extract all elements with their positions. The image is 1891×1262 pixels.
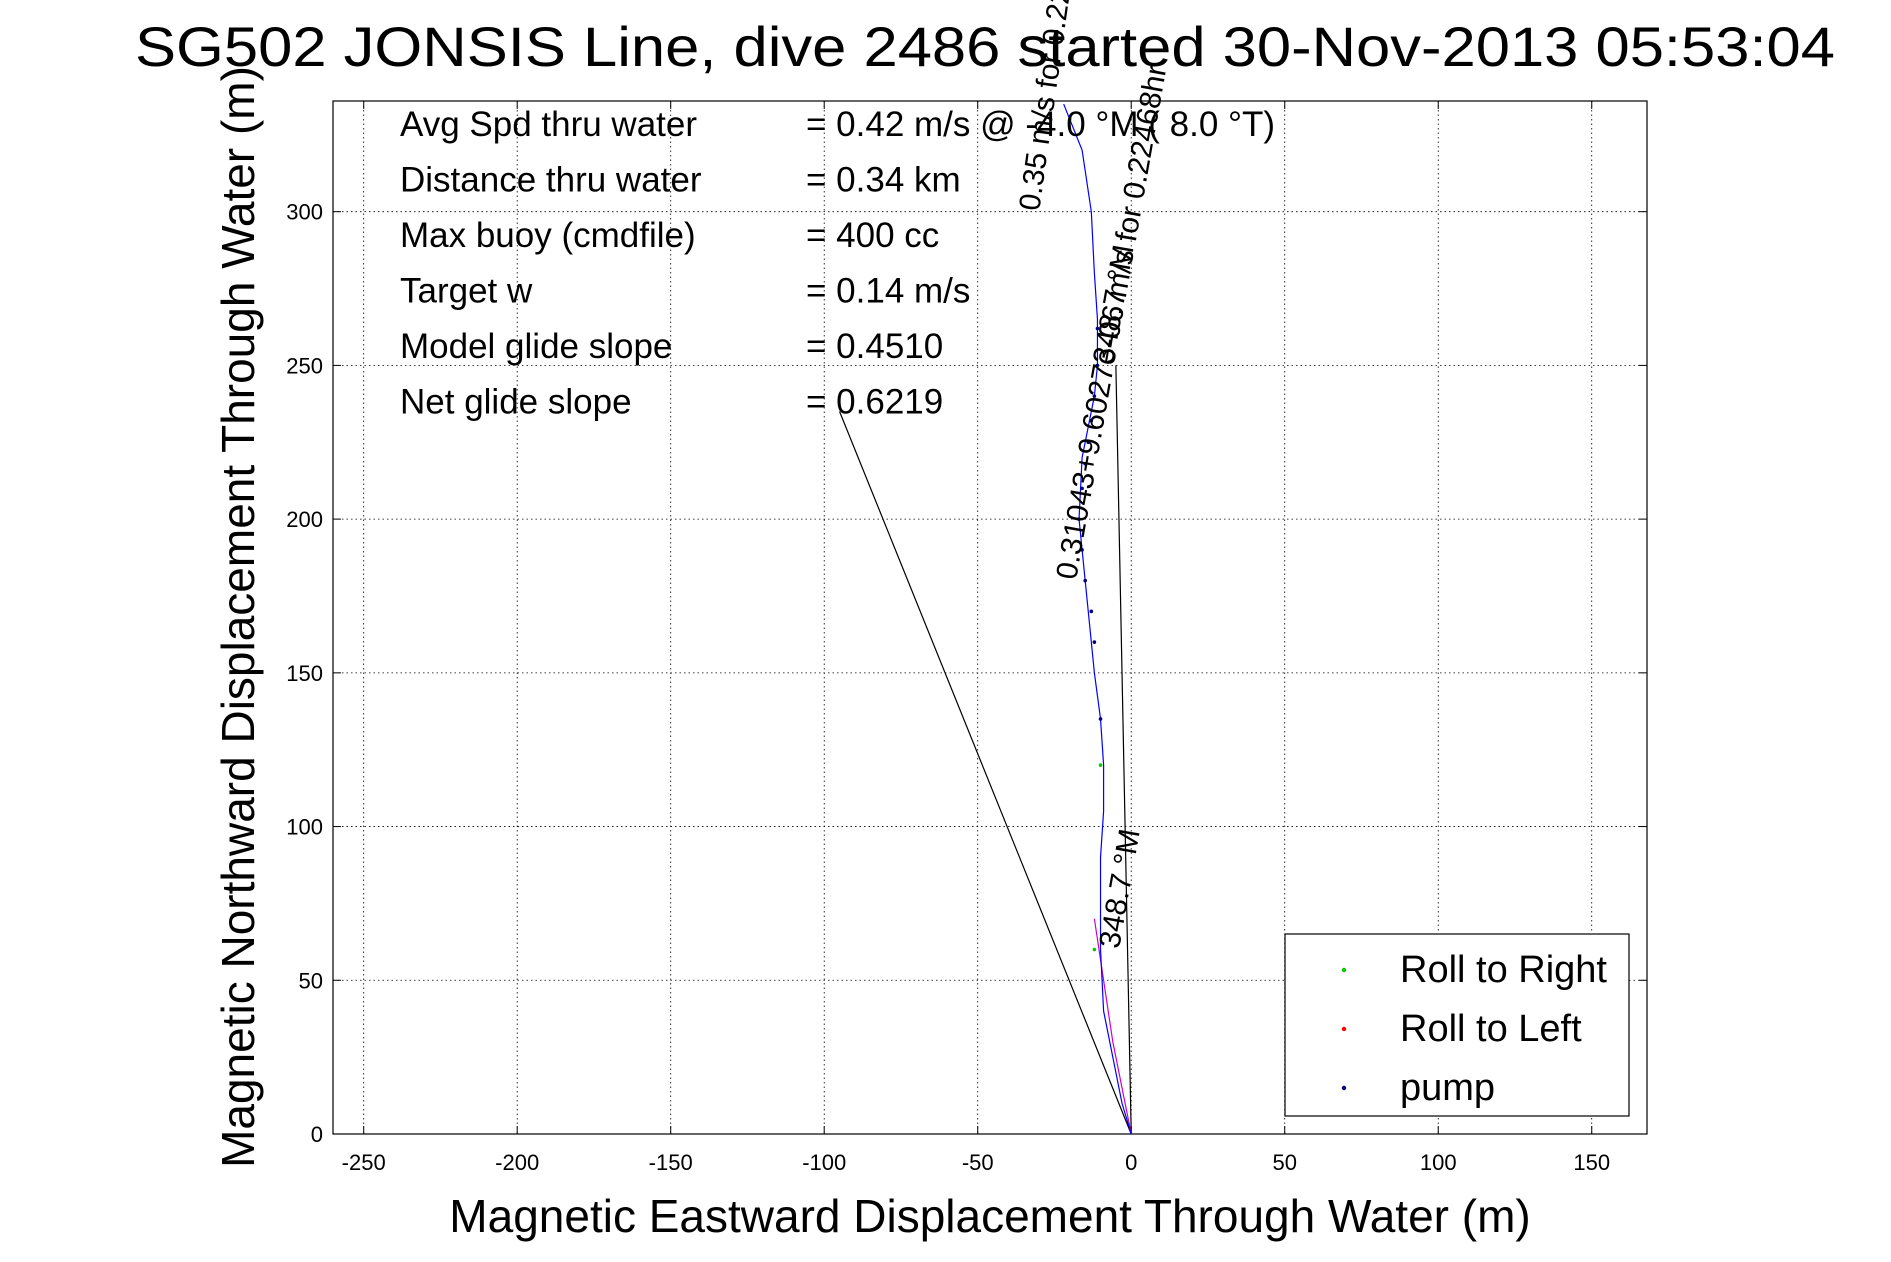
- model-track-line: [1093, 918, 1132, 1135]
- y-tick-label: 50: [299, 968, 323, 993]
- pump-point: [1098, 717, 1103, 721]
- y-tick-label: 300: [286, 200, 323, 225]
- y-tick-label: 200: [286, 507, 323, 532]
- y-tick-label: 0: [311, 1122, 323, 1147]
- legend-box: [1284, 933, 1630, 1117]
- legend-entry-roll-to-right: Roll to Right: [1400, 949, 1607, 991]
- y-tick-label: 250: [286, 353, 323, 378]
- stat-label: Net glide slope: [400, 383, 632, 422]
- x-tick-label: -250: [342, 1150, 386, 1175]
- x-tick-label: 0: [1125, 1150, 1137, 1175]
- roll-to-right-point: [1098, 763, 1103, 767]
- annotation-label: 348.7 °M: [1087, 242, 1140, 366]
- stat-value: = 0.4510: [806, 327, 943, 366]
- y-tick-label: 100: [286, 815, 323, 840]
- pump-point: [1095, 363, 1100, 368]
- pump-point: [1083, 578, 1087, 583]
- pump-point: [1077, 517, 1081, 521]
- stat-value: = 0.42 m/s @ -4.0 °M ( 8.0 °T): [806, 105, 1275, 144]
- plot-frame: [332, 100, 1648, 1135]
- stat-value: = 400 cc: [806, 216, 939, 255]
- stats-block: Avg Spd thru water = 0.42 m/s @ -4.0 °M (…: [400, 105, 1275, 422]
- x-axis-ticks: -250 -200 -150 -100 -50 0 50 100 150: [342, 101, 1610, 1175]
- y-axis-ticks: 0 50 100 150 200 250 300: [286, 200, 1647, 1147]
- pump-point: [1092, 640, 1097, 644]
- track-lines: [1063, 103, 1132, 1135]
- legend-swatch-roll-to-right: [1341, 967, 1347, 973]
- x-tick-label: -100: [802, 1150, 846, 1175]
- pump-point: [1086, 440, 1091, 445]
- pump-point: [1089, 418, 1094, 423]
- stat-label: Max buoy (cmdfile): [400, 216, 696, 255]
- pump-point: [1080, 486, 1084, 491]
- reference-lines: [839, 365, 1132, 1135]
- reference-line: [1115, 365, 1132, 1135]
- x-tick-label: -150: [649, 1150, 693, 1175]
- stat-label: Target w: [400, 272, 533, 311]
- legend-swatch-roll-to-left: [1341, 1026, 1347, 1032]
- pump-point: [1092, 394, 1097, 398]
- x-tick-label: 50: [1272, 1150, 1296, 1175]
- stat-value: = 0.34 km: [806, 161, 961, 200]
- stat-label: Avg Spd thru water: [400, 105, 697, 144]
- roll-to-right-point: [1068, 117, 1072, 122]
- stat-value: = 0.6219: [806, 383, 943, 422]
- x-tick-label: 150: [1573, 1150, 1610, 1175]
- legend-entry-roll-to-left: Roll to Left: [1400, 1008, 1582, 1050]
- pump-point: [1095, 326, 1100, 331]
- legend-entry-pump: pump: [1400, 1067, 1495, 1109]
- roll-to-right-point: [1092, 947, 1097, 952]
- x-tick-label: -200: [495, 1150, 539, 1175]
- stat-value: = 0.14 m/s: [806, 272, 970, 311]
- chart-title: SG502 JONSIS Line, dive 2486 started 30-…: [135, 15, 1835, 78]
- y-axis-label: Magnetic Northward Displacement Through …: [212, 66, 264, 1168]
- x-axis-label: Magnetic Eastward Displacement Through W…: [449, 1190, 1530, 1242]
- y-tick-label: 150: [286, 661, 323, 686]
- track-line: [1063, 103, 1132, 1135]
- legend: Roll to Right Roll to Left pump: [1284, 933, 1630, 1117]
- pump-point: [1083, 461, 1087, 466]
- x-tick-label: 100: [1420, 1150, 1457, 1175]
- series-markers: [1068, 117, 1103, 952]
- reference-line: [839, 411, 1132, 1135]
- x-tick-label: -50: [962, 1150, 994, 1175]
- stat-label: Distance thru water: [400, 161, 702, 200]
- pump-point: [1080, 548, 1084, 552]
- legend-swatch-pump: [1341, 1085, 1347, 1091]
- pump-point: [1089, 609, 1094, 614]
- stat-label: Model glide slope: [400, 327, 672, 366]
